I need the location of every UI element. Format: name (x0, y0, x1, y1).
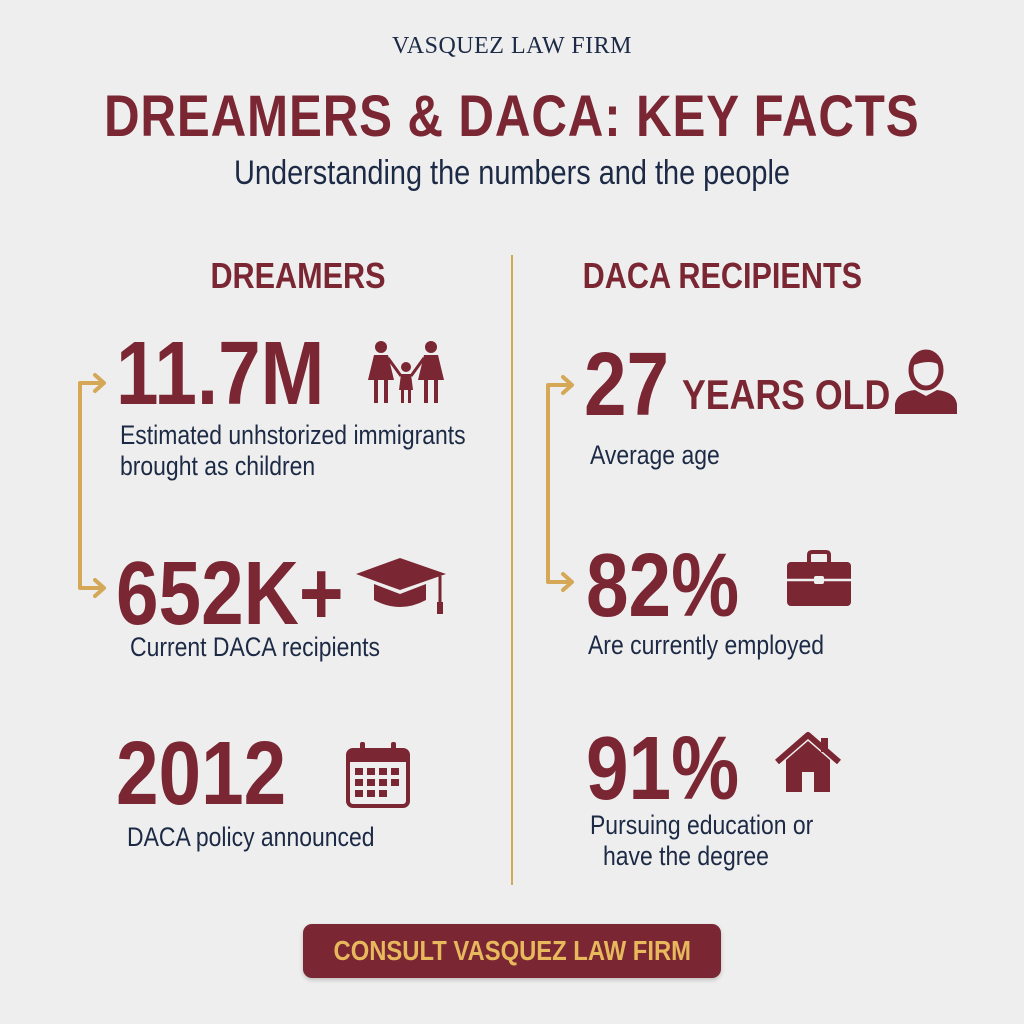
right-connector-arrow (546, 375, 574, 592)
stat-desc-line: Estimated unhstorized immigrants (120, 420, 466, 450)
stat-value-text: 2012 (116, 724, 287, 824)
stat-value-text: 27 (584, 335, 670, 435)
stat-value-employed: 82% (586, 541, 766, 631)
page-title-text: DREAMERS & DACA: KEY FACTS (104, 84, 920, 149)
daca-recipients-heading-text: DACA RECIPIENTS (582, 255, 862, 296)
stat-value-policy-year: 2012 (116, 729, 316, 819)
stat-desc-line: DACA policy announced (127, 822, 375, 852)
stat-desc-line: Are currently employed (588, 630, 824, 660)
stat-value-dreamers: 11.7M (116, 329, 361, 419)
column-divider (511, 255, 513, 885)
consult-button-label: CONSULT VASQUEZ LAW FIRM (333, 935, 691, 966)
stat-desc-line: have the degree (603, 841, 769, 871)
stat-desc-line: brought as children (120, 451, 316, 481)
stat-value-text: 652K+ (116, 544, 344, 644)
stat-desc-average-age: Average age (590, 440, 743, 471)
stat-value-education: 91% (586, 724, 766, 814)
person-icon (895, 349, 957, 414)
calendar-icon (346, 742, 410, 808)
stat-value-text: 82% (586, 536, 740, 636)
stat-desc-dreamers: Estimated unhstorized immigrants brought… (120, 420, 527, 482)
stat-desc-employed: Are currently employed (588, 630, 866, 661)
consult-button[interactable]: CONSULT VASQUEZ LAW FIRM (303, 924, 721, 978)
dreamers-heading-text: DREAMERS (210, 255, 386, 296)
stat-value-daca-recipients: 652K+ (116, 549, 384, 639)
stat-desc-daca-recipients: Current DACA recipients (130, 632, 424, 663)
stat-desc-policy-year: DACA policy announced (127, 822, 418, 853)
stat-desc-line: Current DACA recipients (130, 632, 381, 662)
left-connector-arrow (78, 373, 106, 598)
stat-unit-years-old: YEARS OLD (682, 374, 927, 416)
stat-unit-text: YEARS OLD (682, 371, 891, 418)
graduation-cap-icon (356, 558, 446, 614)
page-title: DREAMERS & DACA: KEY FACTS (0, 88, 1024, 146)
stat-desc-education: Pursuing education or have the degree (590, 810, 853, 872)
family-icon (368, 341, 444, 403)
daca-recipients-heading: DACA RECIPIENTS (512, 258, 932, 294)
briefcase-icon (787, 550, 851, 606)
house-icon (775, 732, 841, 792)
stat-value-text: 11.7M (116, 324, 325, 424)
page-subtitle-text: Understanding the numbers and the people (234, 154, 790, 192)
stat-value-text: 91% (586, 719, 740, 819)
firm-name: VASQUEZ LAW FIRM (392, 33, 632, 59)
page-subtitle: Understanding the numbers and the people (0, 156, 1024, 190)
stat-value-average-age: 27 (584, 340, 684, 430)
dreamers-heading: DREAMERS (88, 258, 508, 294)
stat-desc-line: Pursuing education or (590, 810, 814, 840)
stat-desc-line: Average age (590, 440, 720, 470)
